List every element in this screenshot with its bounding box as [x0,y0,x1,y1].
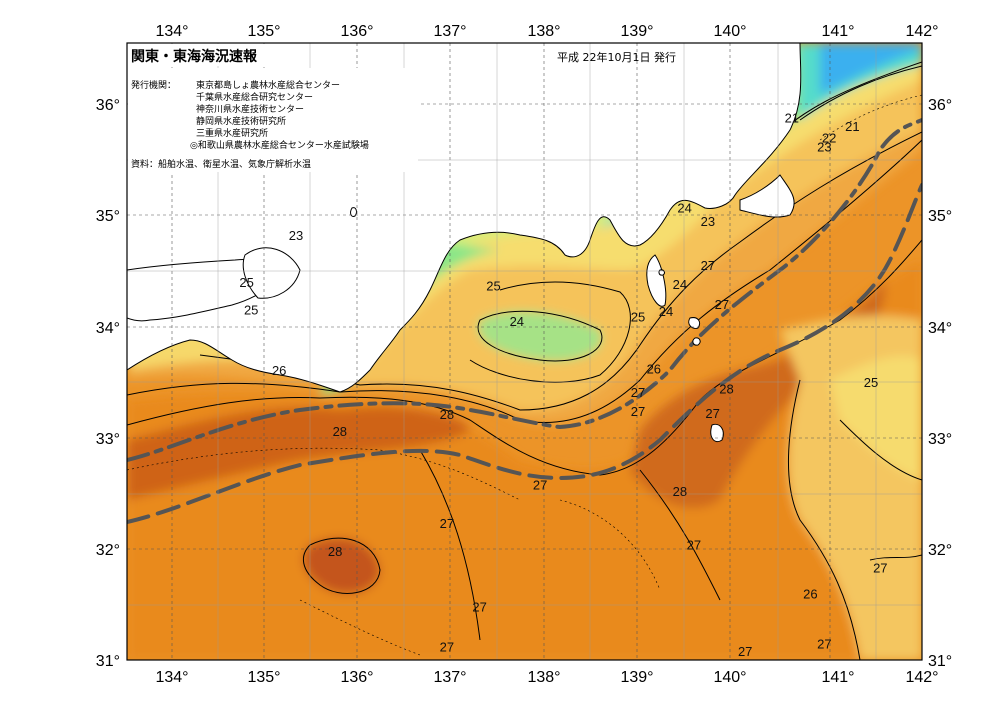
lat-tick-left: 32° [96,542,120,559]
kuroshio-axis [127,118,922,524]
isotherm-label: 23 [817,139,831,154]
isotherm-label: 27 [687,537,701,552]
isotherm-label: 23 [701,214,715,229]
lon-tick-bottom: 139° [620,669,653,686]
isotherm-label: 25 [486,278,500,293]
isotherm-label: 25 [239,275,253,290]
lat-tick-left: 35° [96,208,120,225]
issuer-5: 三重県水産研究所 [196,127,268,139]
isotherm-label: 27 [472,600,486,615]
lat-tick-right: 36° [928,97,952,114]
isotherm-label: 25 [244,303,258,318]
lat-tick-left: 31° [96,653,120,670]
isotherm-label: 27 [631,404,645,419]
right-latitude-labels: 36° 35° 34° 33° 32° 31° [928,97,952,670]
lon-tick-bottom: 142° [905,669,938,686]
map-title: 関東・東海海況速報 [131,48,258,65]
issuer-6: ◎和歌山県農林水産総合センター水産試験場 [190,139,369,151]
top-longitude-labels: 134° 135° 136° 137° 138° 139° 140° 141° … [155,23,938,40]
lon-tick-bottom: 141° [821,669,854,686]
isotherm-label: 23 [289,228,303,243]
lon-tick-bottom: 134° [155,669,188,686]
issuer-label: 発行機関： [131,79,176,91]
lon-tick-top: 140° [713,23,746,40]
lat-tick-right: 35° [928,208,952,225]
isotherm-label: 24 [673,277,687,292]
isotherm-label: 24 [659,304,673,319]
lon-tick-bottom: 138° [527,669,560,686]
lon-tick-bottom: 135° [247,669,280,686]
isotherm-label: 26 [803,586,817,601]
data-sources: 資料：船舶水温、衛星水温、気象庁解析水温 [131,158,311,170]
lat-tick-right: 31° [928,653,952,670]
isotherm-label: 28 [440,407,454,422]
isotherm-label: 27 [738,644,752,659]
lon-tick-top: 139° [620,23,653,40]
issuer-2: 千葉県水産総合研究センター [196,91,313,103]
isotherm-label: 27 [873,561,887,576]
issuer-1: 東京都島しょ農林水産総合センター [196,79,340,91]
lon-tick-top: 137° [433,23,466,40]
isotherm-label: 28 [673,484,687,499]
isotherm-label: 25 [631,309,645,324]
left-latitude-labels: 36° 35° 34° 33° 32° 31° [96,97,120,670]
isotherm-label: 27 [631,385,645,400]
isotherm-label: 28 [333,424,347,439]
lon-tick-top: 134° [155,23,188,40]
lat-tick-left: 36° [96,97,120,114]
lon-tick-bottom: 140° [713,669,746,686]
isotherm-label: 27 [440,516,454,531]
isotherm-label: 27 [533,477,547,492]
isotherm-label: 21 [845,119,859,134]
isotherm-label: 27 [701,258,715,273]
lat-tick-left: 33° [96,431,120,448]
issuer-3: 神奈川県水産技術センター [196,103,304,115]
lon-tick-top: 142° [905,23,938,40]
isotherm-label: 25 [864,375,878,390]
lon-tick-bottom: 136° [340,669,373,686]
isotherm-label: 24 [677,200,691,215]
isotherm-label: 27 [715,297,729,312]
isotherm-label: 27 [817,636,831,651]
lat-tick-left: 34° [96,320,120,337]
bottom-longitude-labels: 134° 135° 136° 137° 138° 139° 140° 141° … [155,669,938,686]
isotherm-label: 27 [440,640,454,655]
isotherm-label: 28 [719,382,733,397]
lon-tick-bottom: 137° [433,669,466,686]
lat-tick-right: 33° [928,431,952,448]
lon-tick-top: 136° [340,23,373,40]
lon-tick-top: 141° [821,23,854,40]
isotherm-label: 28 [328,544,342,559]
isotherm-label: 21 [785,110,799,125]
isotherm-label: 27 [705,406,719,421]
isotherm-label: 26 [272,363,286,378]
map-frame [126,42,923,661]
lon-tick-top: 135° [247,23,280,40]
issuer-4: 静岡県水産技術研究所 [196,115,286,127]
header-block: 関東・東海海況速報 平成 22年10月1日 発行 発行機関： 東京都島しょ農林水… [128,44,676,172]
issue-date: 平成 22年10月1日 発行 [557,50,676,64]
lat-tick-right: 34° [928,320,952,337]
lon-tick-top: 138° [527,23,560,40]
isotherm-label: 22 [822,130,836,145]
isotherm-label: 26 [647,362,661,377]
lat-tick-right: 32° [928,542,952,559]
isotherm-label: 24 [510,314,524,329]
